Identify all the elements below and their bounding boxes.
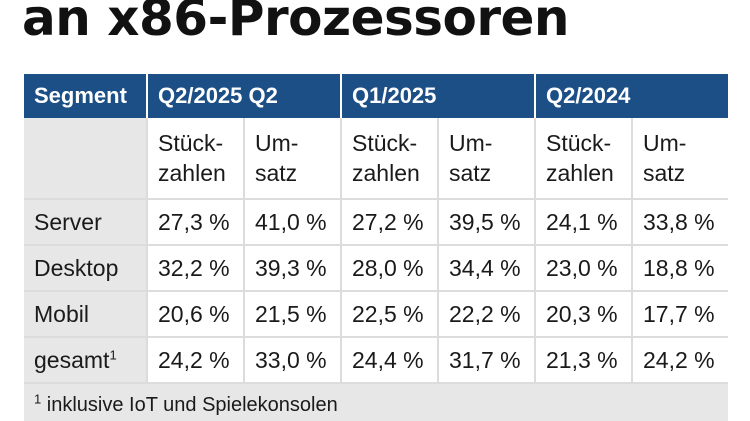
- table-cell: 18,8 %: [632, 245, 728, 292]
- footnote-row: 1 inklusive IoT und Spielekonsolen: [24, 383, 728, 421]
- subheader-revenue: Um-satz: [244, 118, 342, 200]
- table-cell: 27,3 %: [147, 199, 245, 246]
- table-row-gesamt: gesamt1 24,2 % 33,0 % 24,4 % 31,7 % 21,3…: [24, 337, 728, 384]
- table-cell: 20,6 %: [147, 291, 245, 338]
- subheader-revenue: Um-satz: [632, 118, 728, 200]
- table-row-desktop: Desktop 32,2 % 39,3 % 28,0 % 34,4 % 23,0…: [24, 245, 728, 292]
- footnote-marker: 1: [34, 391, 42, 407]
- subheader-units: Stück-zahlen: [341, 118, 439, 200]
- footnote-marker: 1: [109, 346, 117, 362]
- subheader-blank: [24, 118, 148, 200]
- table-cell: 34,4 %: [438, 245, 536, 292]
- header-q2-2024: Q2/2024: [535, 74, 728, 118]
- table-row-server: Server 27,3 % 41,0 % 27,2 % 39,5 % 24,1 …: [24, 199, 728, 246]
- table-cell: 41,0 %: [244, 199, 342, 246]
- table-cell: 27,2 %: [341, 199, 439, 246]
- table-cell: 22,2 %: [438, 291, 536, 338]
- row-label: Server: [24, 199, 148, 246]
- table-cell: 17,7 %: [632, 291, 728, 338]
- table-cell: 24,2 %: [147, 337, 245, 384]
- header-q2-2025: Q2/2025 Q2: [147, 74, 342, 118]
- subheader-units: Stück-zahlen: [535, 118, 633, 200]
- headline: an x86-Prozessoren: [22, 0, 570, 47]
- subheader-units: Stück-zahlen: [147, 118, 245, 200]
- table-cell: 22,5 %: [341, 291, 439, 338]
- row-label: gesamt1: [24, 337, 148, 384]
- market-share-table: Segment Q2/2025 Q2 Q1/2025 Q2/2024 Stück…: [24, 74, 728, 421]
- table-cell: 32,2 %: [147, 245, 245, 292]
- subheader-revenue: Um-satz: [438, 118, 536, 200]
- header-segment: Segment: [24, 74, 148, 118]
- row-label: Desktop: [24, 245, 148, 292]
- header-q1-2025: Q1/2025: [341, 74, 536, 118]
- table-cell: 20,3 %: [535, 291, 633, 338]
- row-label: Mobil: [24, 291, 148, 338]
- table-cell: 21,3 %: [535, 337, 633, 384]
- footnote-text: inklusive IoT und Spielekonsolen: [41, 394, 338, 416]
- header-row: Segment Q2/2025 Q2 Q1/2025 Q2/2024: [24, 74, 728, 118]
- table-cell: 31,7 %: [438, 337, 536, 384]
- table-cell: 23,0 %: [535, 245, 633, 292]
- table-cell: 24,2 %: [632, 337, 728, 384]
- footnote: 1 inklusive IoT und Spielekonsolen: [24, 383, 728, 421]
- row-label-text: gesamt: [34, 346, 110, 373]
- table-cell: 21,5 %: [244, 291, 342, 338]
- subheader-row: Stück-zahlen Um-satz Stück-zahlen Um-sat…: [24, 118, 728, 200]
- table-cell: 39,3 %: [244, 245, 342, 292]
- table-cell: 33,0 %: [244, 337, 342, 384]
- table-cell: 28,0 %: [341, 245, 439, 292]
- table-cell: 39,5 %: [438, 199, 536, 246]
- table-cell: 24,1 %: [535, 199, 633, 246]
- table-cell: 33,8 %: [632, 199, 728, 246]
- table-cell: 24,4 %: [341, 337, 439, 384]
- table-row-mobil: Mobil 20,6 % 21,5 % 22,5 % 22,2 % 20,3 %…: [24, 291, 728, 338]
